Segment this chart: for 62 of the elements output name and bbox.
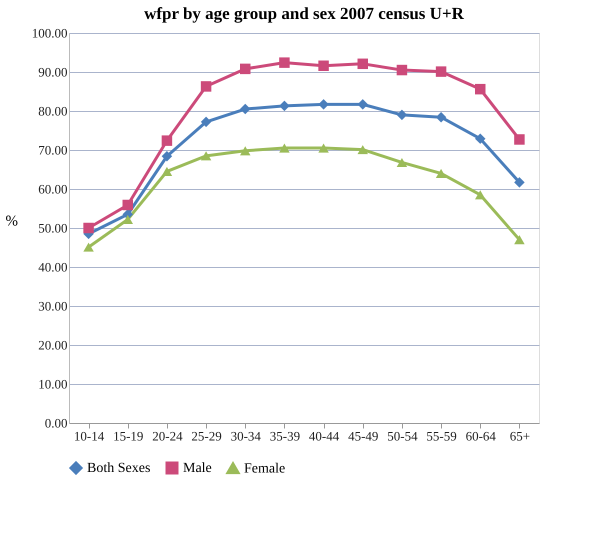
y-tick-label: 70.00	[38, 142, 68, 158]
point	[436, 112, 446, 122]
y-tick-label: 90.00	[38, 64, 68, 80]
point	[514, 177, 525, 188]
point	[318, 144, 329, 153]
point	[83, 242, 94, 252]
x-tick-label: 55-59	[426, 428, 457, 444]
point	[475, 190, 486, 200]
point	[162, 150, 172, 162]
point	[83, 222, 94, 234]
y-tick-label: 50.00	[38, 220, 68, 236]
x-tick-label: 40-44	[308, 428, 340, 444]
point	[200, 116, 212, 128]
point	[436, 168, 446, 178]
point	[475, 133, 486, 144]
point	[279, 57, 290, 68]
y-axis-title: %	[6, 214, 18, 230]
point	[162, 166, 172, 176]
x-tick-label: 65+	[510, 428, 530, 444]
x-tick-label: 15-19	[113, 428, 144, 444]
y-tick-label: 60.00	[38, 182, 68, 196]
point	[279, 144, 290, 153]
point	[240, 104, 250, 114]
point	[318, 99, 329, 110]
point	[396, 110, 408, 120]
point	[122, 214, 133, 224]
point	[240, 146, 250, 156]
point	[396, 158, 408, 168]
point	[514, 134, 525, 145]
point	[240, 64, 250, 74]
point	[475, 84, 486, 94]
x-tick-label: 10-14	[74, 428, 105, 444]
x-tick-label: 60-64	[466, 428, 496, 444]
point	[200, 81, 212, 92]
legend-label: Male	[183, 461, 212, 476]
x-tick-label: 50-54	[387, 428, 418, 444]
x-tick-label: 35-39	[270, 428, 300, 444]
x-tick-label: 20-24	[152, 428, 184, 444]
y-tick-label: 30.00	[38, 298, 68, 314]
legend-label: Both Sexes	[87, 461, 150, 476]
x-tick-label: 30-34	[230, 428, 262, 444]
point	[279, 100, 290, 112]
y-tick-label: 10.00	[38, 376, 68, 392]
y-tick-label: 100.00	[32, 26, 68, 40]
chart-title: wfpr by age group and sex 2007 census U+R	[144, 4, 465, 23]
y-tick-label: 0.00	[44, 416, 68, 430]
point	[358, 58, 368, 70]
point	[200, 151, 212, 160]
point	[162, 135, 172, 146]
point	[514, 235, 525, 244]
point	[358, 145, 368, 154]
x-tick-label: 25-29	[191, 428, 222, 444]
point	[436, 66, 446, 77]
x-tick-label: 45-49	[348, 428, 378, 444]
point	[396, 64, 408, 76]
y-tick-label: 20.00	[38, 338, 68, 352]
y-tick-label: 40.00	[38, 260, 68, 274]
legend-label: Female	[244, 461, 286, 476]
y-tick-label: 80.00	[38, 104, 68, 118]
point	[318, 60, 329, 72]
point	[122, 200, 133, 210]
point	[358, 99, 368, 110]
